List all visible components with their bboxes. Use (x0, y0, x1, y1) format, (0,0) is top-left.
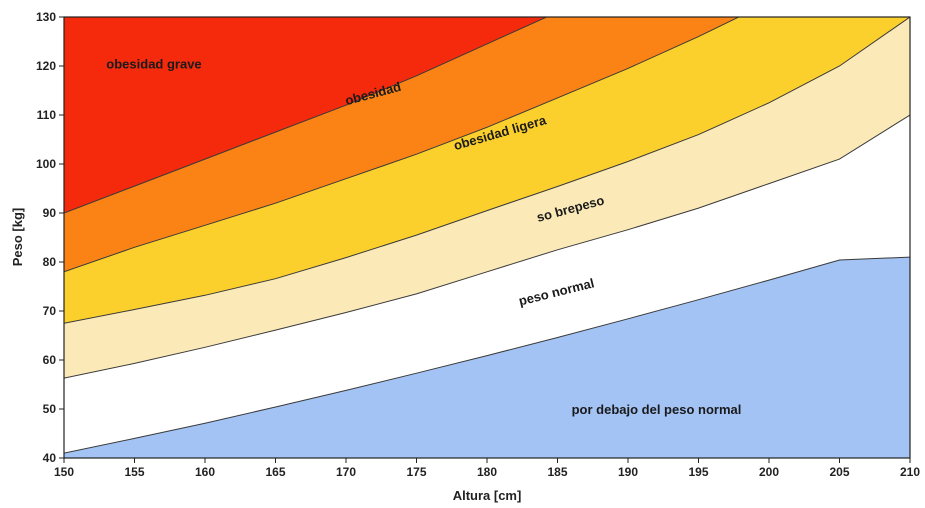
y-tick-label: 120 (36, 59, 56, 73)
boundary-lines (64, 17, 910, 454)
boundary-line (64, 17, 548, 214)
y-tick-label: 40 (43, 451, 57, 465)
band-area (64, 17, 910, 324)
bands (64, 17, 910, 458)
x-tick-label: 165 (265, 465, 285, 479)
y-tick-label: 60 (43, 353, 57, 367)
boundary-line (64, 114, 910, 379)
x-axis: 150 155 160 165 170 175 180 185 190 195 200 205 210 (54, 458, 920, 479)
band-label: obesidad grave (106, 56, 201, 71)
x-tick-label: 200 (759, 465, 779, 479)
x-tick-label: 190 (618, 465, 638, 479)
x-tick-label: 185 (547, 465, 567, 479)
x-tick-label: 175 (406, 465, 426, 479)
band-label: por debajo del peso normal (572, 402, 742, 417)
boundary-line (64, 17, 740, 273)
x-tick-label: 150 (54, 465, 74, 479)
x-tick-label: 195 (688, 465, 708, 479)
y-tick-label: 130 (36, 10, 56, 24)
y-tick-label: 70 (43, 304, 57, 318)
band-area (64, 115, 910, 454)
y-axis: 40 50 60 70 80 90 100 110 120 130 (36, 10, 64, 465)
y-tick-label: 50 (43, 402, 57, 416)
x-tick-label: 205 (829, 465, 849, 479)
band-area (64, 17, 547, 213)
y-tick-label: 110 (37, 108, 57, 122)
y-tick-label: 90 (43, 206, 57, 220)
x-tick-label: 210 (900, 465, 920, 479)
y-tick-label: 100 (36, 157, 56, 171)
band-area (64, 17, 739, 272)
x-tick-label: 170 (336, 465, 356, 479)
x-axis-title: Altura [cm] (453, 488, 522, 503)
band-area (64, 17, 910, 379)
boundary-line (64, 17, 910, 324)
x-tick-label: 155 (124, 465, 144, 479)
x-tick-label: 160 (195, 465, 215, 479)
y-axis-title: Peso [kg] (10, 208, 25, 267)
boundary-line (64, 256, 910, 454)
band-area (64, 257, 910, 458)
y-tick-label: 80 (43, 255, 57, 269)
x-tick-label: 180 (477, 465, 497, 479)
